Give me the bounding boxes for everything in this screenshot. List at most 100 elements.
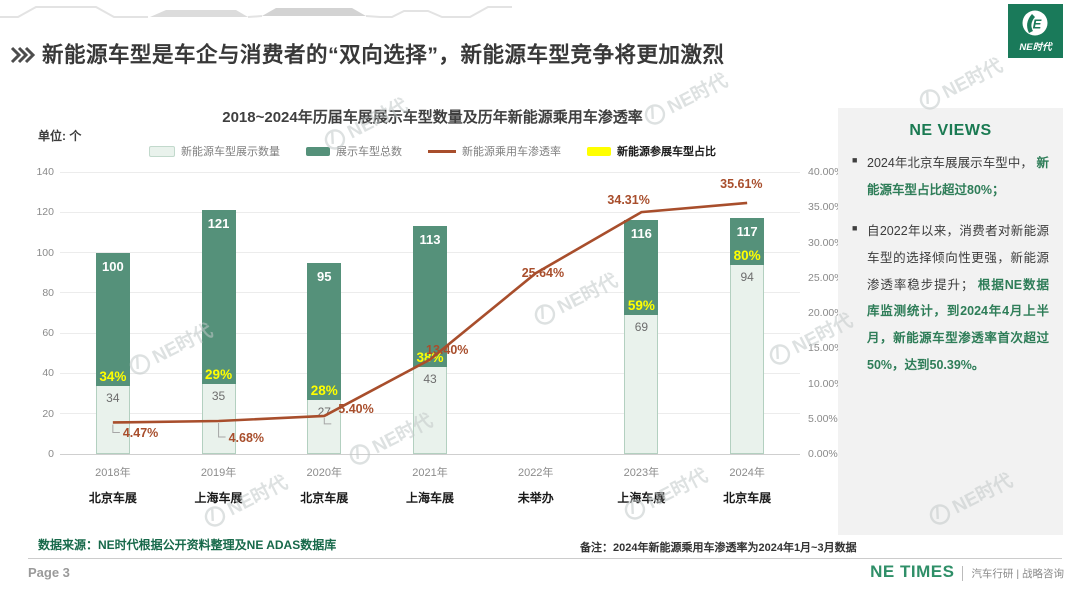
legend-label: 新能源参展车型占比: [617, 146, 716, 158]
legend-swatch-bar: [149, 145, 175, 157]
penetration-value-label: 4.68%: [228, 431, 265, 445]
penetration-value-label: 13.40%: [426, 342, 469, 357]
legend-item: 新能源参展车型占比: [587, 143, 716, 159]
square-bullet-icon: ■: [852, 222, 858, 233]
bar-ne-count: [95, 384, 130, 454]
right-axis-tick: 35.00%: [808, 201, 844, 214]
bar-total: [95, 252, 130, 386]
brand-name: NE TIMES: [870, 562, 955, 581]
right-axis-tick: 15.00%: [808, 342, 844, 355]
svg-text:NE时代: NE时代: [1019, 41, 1053, 53]
x-axis-venue-label: 未举办: [517, 491, 554, 505]
x-axis-venue-label: 北京车展: [88, 491, 137, 505]
data-source-note: 数据来源：NE时代根据公开资料整理及NE ADAS数据库: [38, 538, 337, 552]
bar-ne-count-label: 34: [106, 390, 120, 405]
bar-ne-count-label: 94: [740, 269, 754, 284]
x-axis-venue-label: 上海车展: [194, 491, 243, 505]
views-bullet-text: 自2022年以来，消费者对新能源车型的选择倾向性更强，新能源渗透率稳步提升；: [867, 223, 1049, 292]
right-axis-tick: 5.00%: [808, 412, 838, 425]
bar-ne-share-label: 59%: [627, 298, 655, 314]
legend-label: 新能源车型展示数量: [181, 146, 280, 158]
bar-ne-count: [201, 382, 236, 454]
gridline: [60, 453, 800, 455]
x-axis-year-label: 2019年: [200, 467, 237, 479]
bar-ne-count: [624, 314, 659, 454]
left-axis-tick: 80: [42, 286, 54, 299]
bar-total-label: 95: [317, 268, 332, 284]
gridline: [60, 171, 800, 173]
penetration-line: [112, 201, 748, 438]
left-axis-tick: 120: [36, 206, 54, 219]
x-axis-venue-label: 北京车展: [300, 491, 349, 505]
views-bullet-text: 2024年北京车展展示车型中，: [867, 156, 1033, 170]
bar-ne-share-label: 34%: [99, 368, 127, 384]
chart-panel: 2018~2024年历届车展展示车型数量及历年新能源乘用车渗透率 单位: 个 新…: [35, 100, 843, 532]
header: 新能源车型是车企与消费者的“双向选择”，新能源车型竞争将更加激烈: [10, 38, 725, 69]
label-connector: [218, 423, 226, 438]
bar-ne-count-label: 69: [634, 320, 649, 334]
x-axis-year-label: 2023年: [623, 467, 660, 479]
bar-ne-count-label: 35: [211, 388, 226, 403]
footer-divider: [28, 558, 1062, 559]
left-axis-tick: 60: [42, 327, 54, 340]
ne-watermark: NE时代: [914, 51, 1007, 116]
footer-brand: NE TIMES 汽车行研 | 战略咨询: [870, 562, 1064, 582]
left-axis-tick: 40: [42, 367, 54, 380]
legend-item: 新能源车型展示数量: [149, 143, 280, 159]
views-bullet-highlight: 根据NE数据库监测统计，到2024年4月上半月，新能源车型渗透率首次超过50%，…: [867, 277, 1049, 373]
bar-total-label: 121: [207, 216, 230, 232]
x-axis-year-label: 2022年: [517, 467, 554, 479]
left-axis-tick: 0: [48, 448, 54, 460]
penetration-value-label: 5.40%: [338, 401, 374, 416]
remark-note: 备注：2024年新能源乘用车渗透率为2024年1月~3月数据: [580, 542, 857, 554]
bar-ne-count: [730, 263, 765, 454]
bar-total: [624, 220, 659, 316]
x-axis-year-label: 2024年: [729, 467, 765, 479]
bar-total-label: 117: [736, 224, 758, 240]
svg-text:E: E: [1033, 17, 1042, 32]
bar-total-label: 100: [101, 258, 124, 274]
watermark-text: NE时代: [939, 55, 1007, 104]
penetration-value-label: 25.64%: [521, 266, 565, 281]
bar-total: [201, 210, 236, 384]
x-axis-venue-label: 北京车展: [723, 491, 772, 505]
right-axis-tick: 40.00%: [808, 166, 844, 178]
legend-item: 展示车型总数: [306, 143, 402, 159]
legend-swatch-line: [428, 149, 456, 153]
penetration-value-label: 4.47%: [122, 426, 159, 441]
legend-swatch-label: [587, 146, 611, 156]
bar-total: [307, 262, 342, 400]
right-axis-tick: 20.00%: [808, 307, 844, 319]
label-connector: [112, 424, 120, 433]
bar-ne-share-label: 29%: [205, 366, 233, 382]
top-decoration: [0, 6, 512, 18]
views-bullet: ■ 自2022年以来，消费者对新能源车型的选择倾向性更强，新能源渗透率稳步提升；…: [852, 218, 1049, 379]
x-axis-venue-label: 上海车展: [617, 491, 666, 505]
right-axis-tick: 0.00%: [808, 448, 838, 460]
brand-subtitle: 汽车行研 | 战略咨询: [962, 566, 1064, 581]
chart-unit-label: 单位: 个: [38, 129, 82, 143]
bar-total-label: 113: [419, 232, 441, 248]
page-title: 新能源车型是车企与消费者的“双向选择”，新能源车型竞争将更加激烈: [42, 43, 725, 67]
x-axis-year-label: 2021年: [412, 467, 448, 479]
legend-label: 展示车型总数: [336, 146, 402, 158]
bar-total-label: 116: [630, 226, 652, 242]
ne-logo: E NE时代: [1008, 4, 1063, 58]
bar-ne-count: [413, 366, 447, 454]
views-bullet-highlight: 新能源车型占比超过80%；: [867, 156, 1049, 197]
legend-swatch-bar: [306, 146, 330, 156]
chart-title: 2018~2024年历届车展展示车型数量及历年新能源乘用车渗透率: [222, 109, 643, 126]
views-bullet: ■ 2024年北京车展展示车型中， 新能源车型占比超过80%；: [852, 150, 1049, 204]
chart-plot-area: 0 20 40 60 80 100 120 140 0.00% 5.00% 10.00% 15.00%…: [36, 166, 843, 505]
chart-legend: 新能源车型展示数量 展示车型总数 新能源乘用车渗透率 新能源参展车型占比: [35, 143, 830, 159]
legend-label: 新能源乘用车渗透率: [462, 146, 561, 158]
gridline: [60, 211, 800, 213]
bar-total: [730, 218, 765, 265]
page-number: Page 3: [28, 565, 70, 580]
right-axis-tick: 30.00%: [808, 236, 844, 249]
penetration-value-label: 35.61%: [720, 176, 763, 191]
right-axis-tick: 10.00%: [808, 377, 844, 390]
views-panel-title: NE VIEWS: [909, 122, 992, 139]
penetration-value-label: 34.31%: [607, 193, 650, 208]
